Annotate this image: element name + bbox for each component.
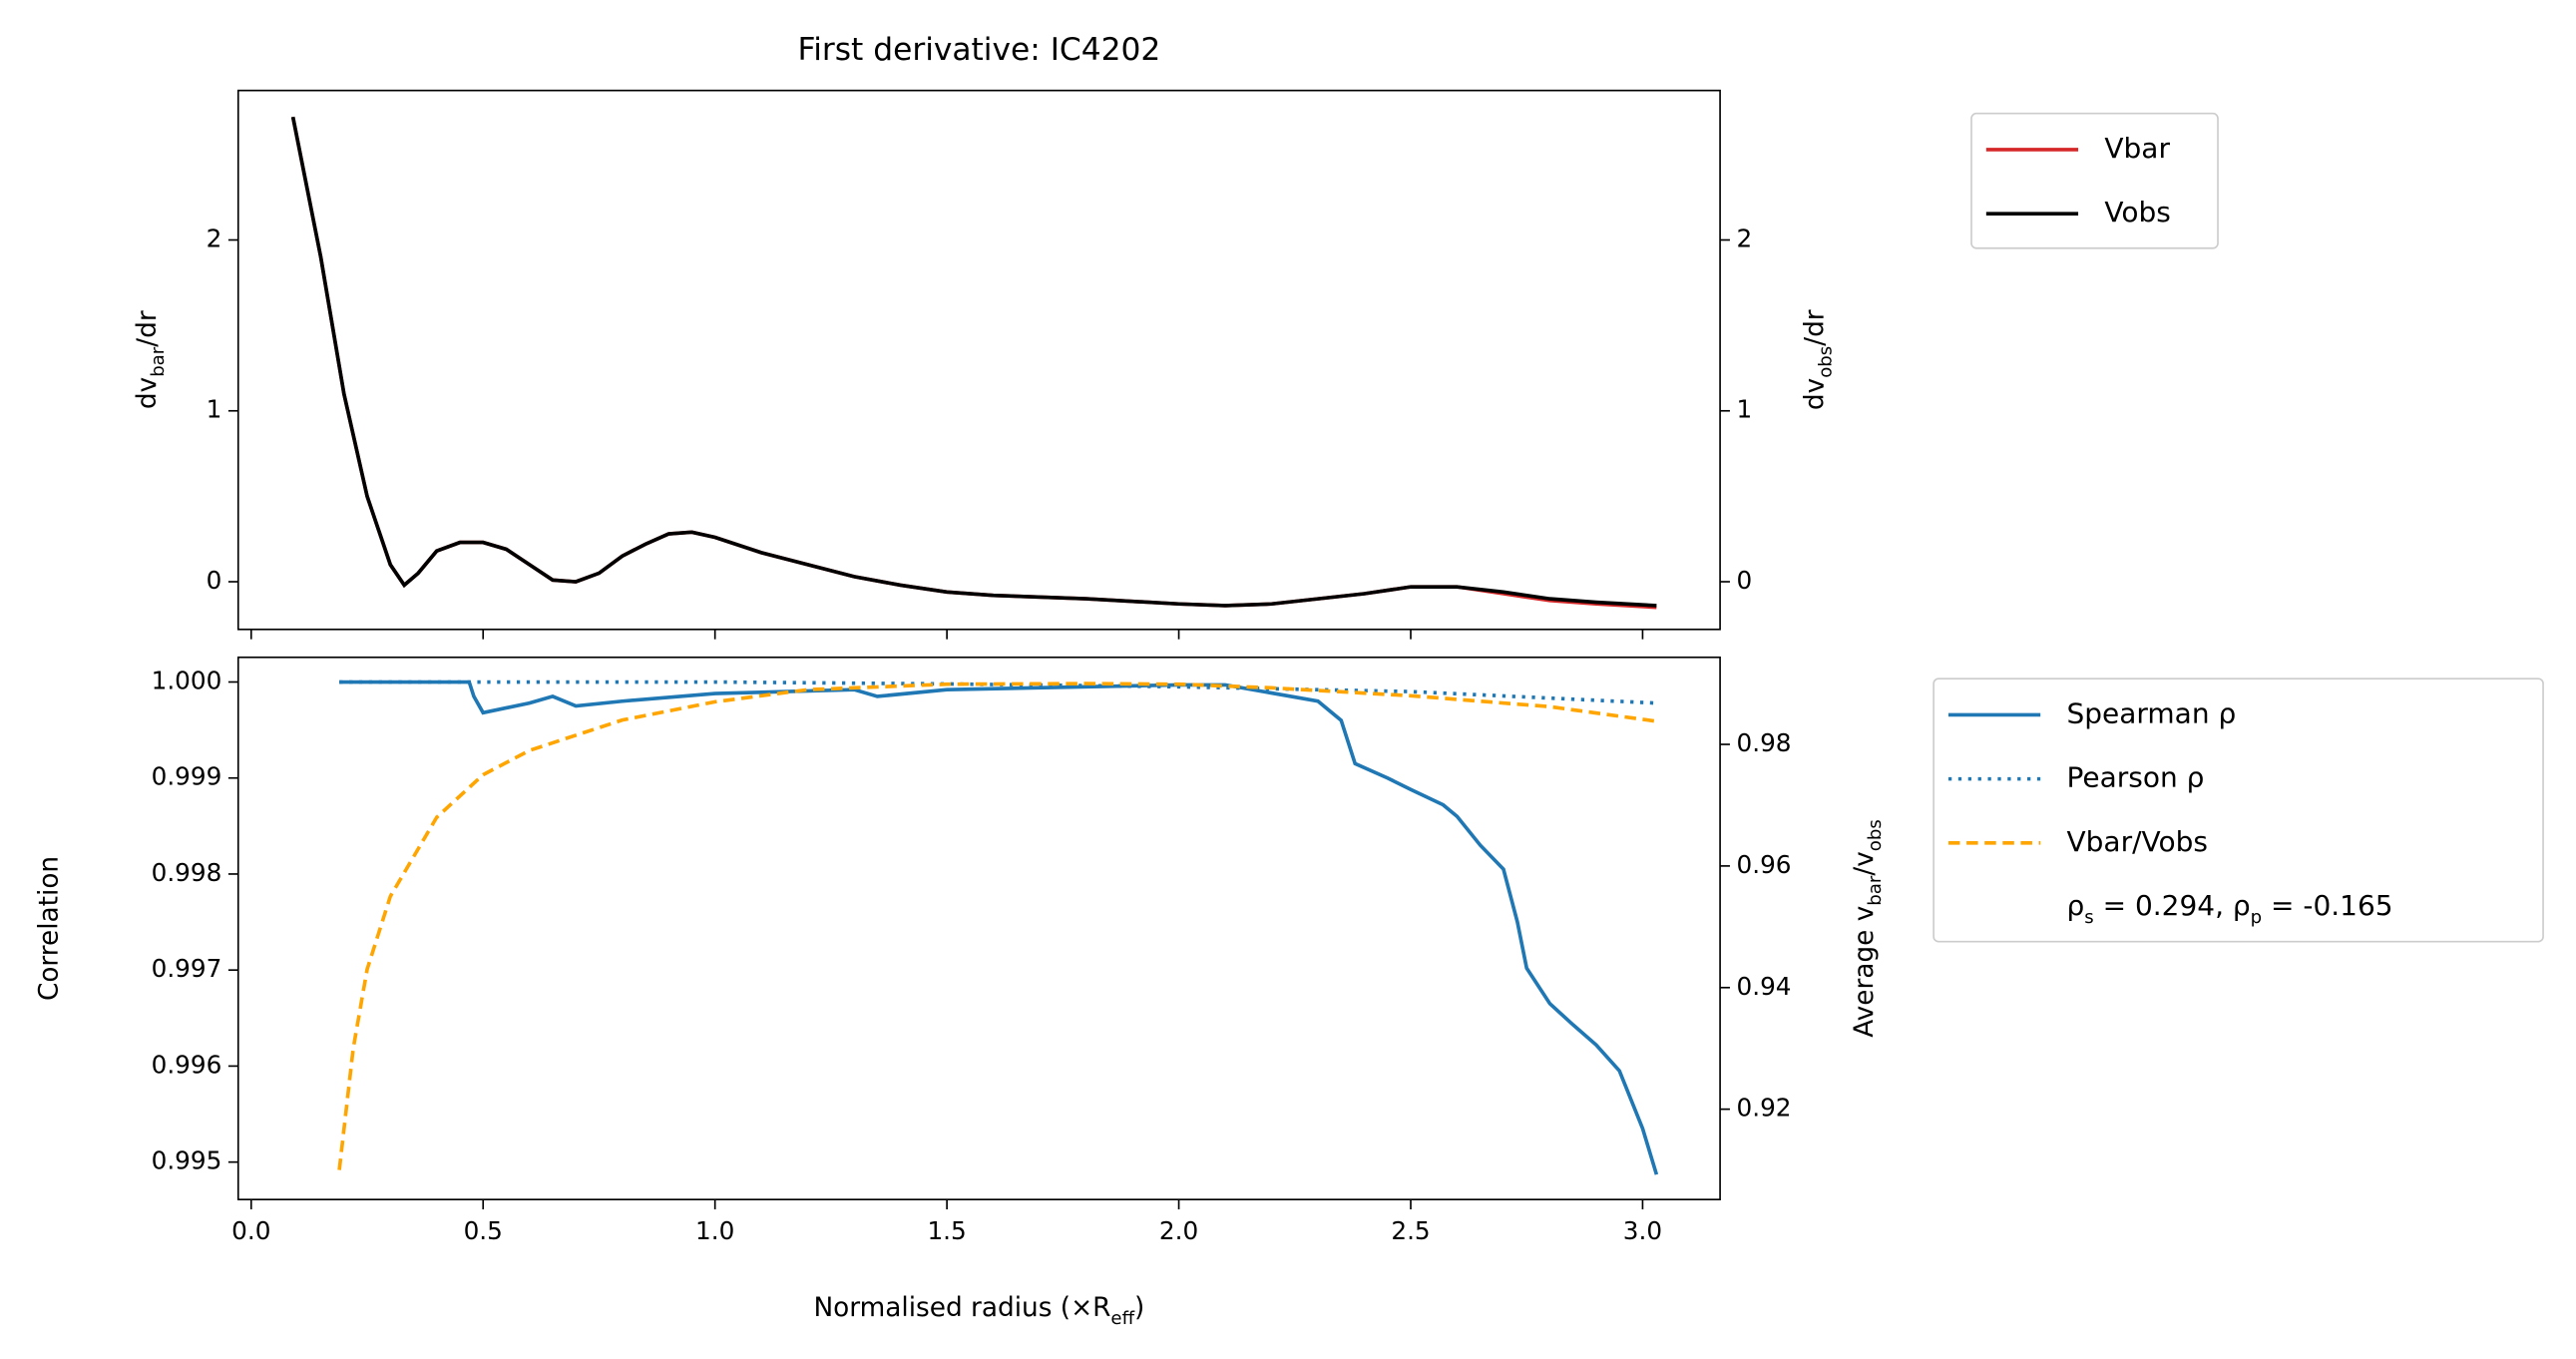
annotation-part: s	[2084, 907, 2093, 928]
y-axis-label-part: dv	[133, 377, 163, 409]
y-tick-label: 1	[207, 395, 222, 424]
y-axis-label: dvbar/dr	[133, 310, 169, 409]
y-tick-label: 0.998	[152, 858, 222, 887]
y-tick-label: 0.997	[152, 954, 222, 983]
y2-tick-label: 0	[1737, 566, 1753, 595]
y-tick-label: 0	[207, 566, 222, 595]
y-tick-label: 0.996	[152, 1050, 222, 1079]
x-tick-label: 1.0	[695, 1216, 734, 1245]
y-axis-label: Correlation	[34, 856, 64, 1001]
y-tick-label: 0.999	[152, 762, 222, 791]
line-series	[290, 116, 1657, 610]
legend-label: Pearson ρ	[2067, 761, 2205, 794]
y2-axis-label: Average vbar/vobs	[1849, 819, 1885, 1038]
x-axis-label-part: Normalised radius (×R	[813, 1292, 1110, 1322]
line-series	[337, 681, 1657, 1170]
y2-axis-label-part: Average v	[1849, 906, 1879, 1038]
y-tick-label: 0.995	[152, 1146, 222, 1175]
legend-label: Vbar	[2104, 132, 2170, 165]
x-axis-label-part: eff	[1110, 1307, 1134, 1328]
y2-tick-label: 0.98	[1737, 728, 1792, 757]
x-tick-label: 0.0	[231, 1216, 270, 1245]
y2-axis-label-part: bar	[1864, 875, 1885, 906]
legend-box	[1970, 112, 2219, 249]
annotation-part: ρ	[2067, 889, 2085, 922]
annotation: ρs = 0.294, ρp = -0.165	[2067, 889, 2393, 928]
line-series	[290, 116, 1657, 608]
legend-label: Vobs	[2104, 196, 2170, 228]
annotation-part: p	[2251, 907, 2263, 928]
y2-tick-label: 1	[1737, 395, 1753, 424]
y2-tick-label: 0.92	[1737, 1094, 1792, 1123]
y2-tick-label: 2	[1737, 225, 1753, 253]
line-series	[339, 680, 1659, 1175]
x-axis-label-part: )	[1134, 1292, 1144, 1322]
x-tick-label: 3.0	[1623, 1216, 1662, 1245]
y2-tick-label: 0.94	[1737, 972, 1792, 1001]
x-tick-label: 2.5	[1391, 1216, 1430, 1245]
x-tick-label: 1.5	[927, 1216, 966, 1245]
y2-axis-label: dvobs/dr	[1800, 309, 1836, 410]
x-tick-label: 0.5	[464, 1216, 503, 1245]
y2-axis-label-part: /v	[1849, 851, 1879, 875]
chart-title: First derivative: IC4202	[798, 32, 1161, 68]
y-tick-label: 2	[207, 225, 222, 253]
y2-axis-label-part: /dr	[1800, 309, 1830, 346]
x-axis-label: Normalised radius (×Reff)	[813, 1292, 1144, 1328]
y-tick-label: 1.000	[152, 667, 222, 695]
y-axis-label-part: /dr	[133, 310, 163, 347]
x-tick-label: 2.0	[1159, 1216, 1198, 1245]
y-axis-label-part: bar	[148, 346, 169, 377]
annotation-part: = 0.294, ρ	[2094, 889, 2251, 922]
y2-axis-label-part: dv	[1800, 378, 1830, 410]
legend-box	[1932, 678, 2544, 943]
plot-frame	[236, 89, 1721, 631]
annotation-part: = -0.165	[2262, 889, 2392, 922]
y2-axis-label-part: obs	[1864, 819, 1885, 851]
legend-label: Vbar/Vobs	[2067, 825, 2208, 858]
y2-axis-label-part: obs	[1815, 346, 1836, 378]
legend-label: Spearman ρ	[2067, 696, 2237, 729]
plot-frame	[236, 656, 1721, 1200]
y-axis-label-part: Correlation	[34, 856, 64, 1001]
y2-tick-label: 0.96	[1737, 850, 1792, 879]
